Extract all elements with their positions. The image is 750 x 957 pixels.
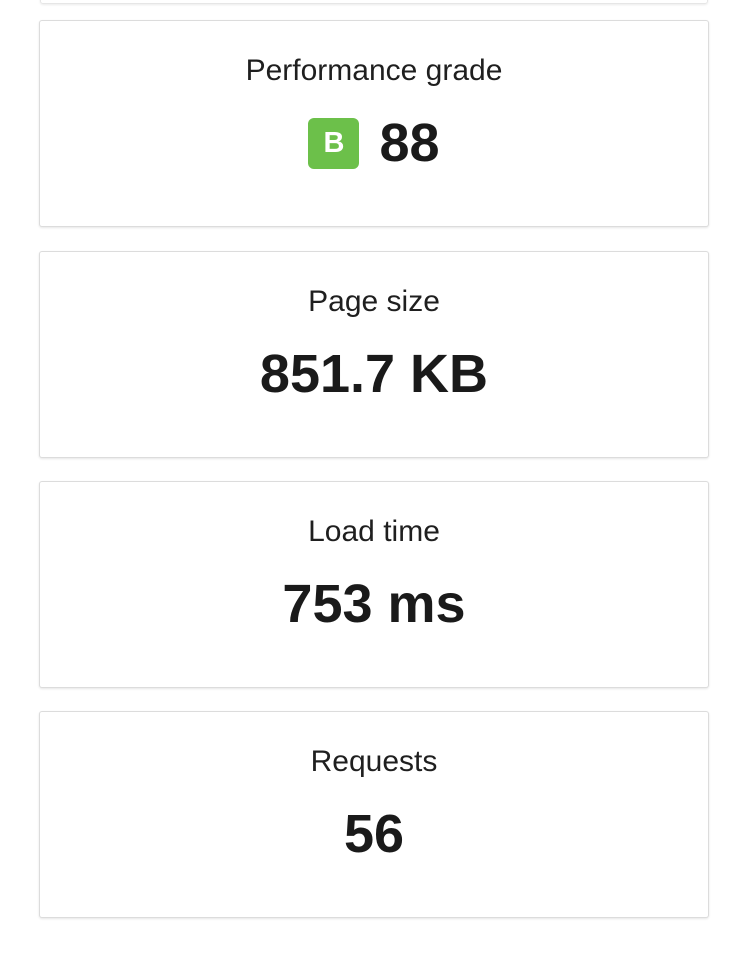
load-time-value: 753 ms: [282, 574, 466, 634]
requests-value: 56: [343, 804, 405, 864]
page-size-card: Page size 851.7 KB: [39, 251, 709, 458]
previous-card-edge: [40, 0, 708, 4]
requests-card: Requests 56: [39, 711, 709, 918]
grade-badge: B: [308, 117, 360, 169]
performance-grade-card: Performance grade B 88: [39, 20, 709, 227]
card-label: Performance grade: [245, 54, 503, 87]
grade-score: 88: [379, 113, 440, 173]
card-label: Page size: [308, 285, 440, 318]
page-size-value: 851.7 KB: [259, 344, 489, 404]
card-label: Requests: [310, 745, 438, 778]
grade-row: B 88: [40, 113, 708, 173]
load-time-card: Load time 753 ms: [39, 481, 709, 688]
card-label: Load time: [308, 515, 440, 548]
